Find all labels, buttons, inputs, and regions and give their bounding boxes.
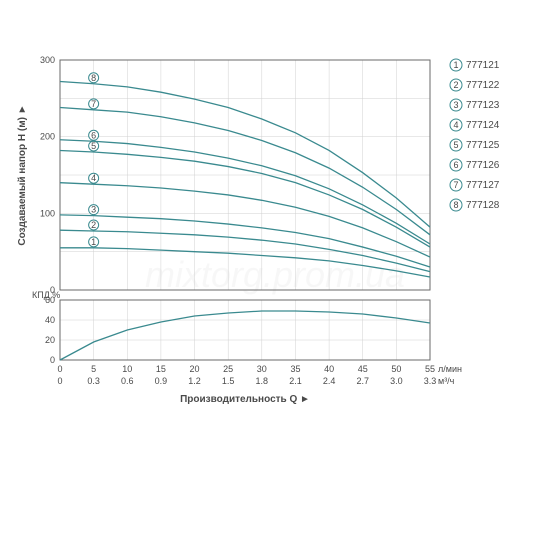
pump-chart: 010020030002040600050.3100.6150.9201.225… (10, 40, 540, 440)
svg-text:55: 55 (425, 364, 435, 374)
svg-text:1: 1 (91, 237, 96, 247)
svg-text:300: 300 (40, 55, 55, 65)
svg-text:л/мин: л/мин (438, 364, 462, 374)
svg-text:777128: 777128 (466, 200, 500, 211)
svg-text:Производительность Q ►: Производительность Q ► (180, 394, 310, 405)
svg-text:0: 0 (57, 376, 62, 386)
svg-text:3: 3 (453, 100, 458, 110)
svg-text:20: 20 (45, 335, 55, 345)
svg-text:0.3: 0.3 (87, 376, 100, 386)
svg-text:777122: 777122 (466, 80, 500, 91)
svg-text:0: 0 (57, 364, 62, 374)
svg-text:30: 30 (257, 364, 267, 374)
svg-text:10: 10 (122, 364, 132, 374)
svg-text:50: 50 (391, 364, 401, 374)
svg-text:777121: 777121 (466, 60, 500, 71)
svg-text:2.7: 2.7 (356, 376, 369, 386)
svg-text:0.6: 0.6 (121, 376, 134, 386)
svg-text:100: 100 (40, 208, 55, 218)
svg-text:2.4: 2.4 (323, 376, 336, 386)
svg-text:6: 6 (91, 130, 96, 140)
svg-text:25: 25 (223, 364, 233, 374)
svg-text:20: 20 (190, 364, 200, 374)
svg-text:40: 40 (45, 315, 55, 325)
chart-container: 010020030002040600050.3100.6150.9201.225… (0, 0, 550, 450)
svg-text:3: 3 (91, 205, 96, 215)
svg-text:0: 0 (50, 355, 55, 365)
svg-text:6: 6 (453, 160, 458, 170)
svg-text:8: 8 (91, 73, 96, 83)
svg-text:КПД %: КПД % (32, 290, 60, 300)
svg-text:777127: 777127 (466, 180, 500, 191)
svg-text:40: 40 (324, 364, 334, 374)
svg-text:7: 7 (453, 180, 458, 190)
svg-text:Создаваемый напор H (м) ►: Создаваемый напор H (м) ► (17, 104, 28, 245)
svg-text:15: 15 (156, 364, 166, 374)
svg-text:777126: 777126 (466, 160, 500, 171)
svg-text:5: 5 (453, 140, 458, 150)
svg-text:777125: 777125 (466, 140, 500, 151)
svg-text:м³/ч: м³/ч (438, 376, 455, 386)
svg-text:1.5: 1.5 (222, 376, 235, 386)
svg-text:45: 45 (358, 364, 368, 374)
svg-text:1.8: 1.8 (256, 376, 269, 386)
svg-text:4: 4 (453, 120, 458, 130)
svg-text:3.0: 3.0 (390, 376, 403, 386)
svg-text:777123: 777123 (466, 100, 500, 111)
svg-text:3.3: 3.3 (424, 376, 437, 386)
svg-text:4: 4 (91, 173, 96, 183)
svg-text:7: 7 (91, 99, 96, 109)
svg-text:1: 1 (453, 60, 458, 70)
svg-text:2: 2 (453, 80, 458, 90)
svg-text:2: 2 (91, 220, 96, 230)
svg-text:35: 35 (290, 364, 300, 374)
svg-text:0.9: 0.9 (155, 376, 168, 386)
svg-text:5: 5 (91, 364, 96, 374)
svg-text:2.1: 2.1 (289, 376, 302, 386)
svg-text:777124: 777124 (466, 120, 500, 131)
svg-text:8: 8 (453, 200, 458, 210)
svg-text:5: 5 (91, 141, 96, 151)
svg-text:1.2: 1.2 (188, 376, 201, 386)
svg-text:200: 200 (40, 132, 55, 142)
